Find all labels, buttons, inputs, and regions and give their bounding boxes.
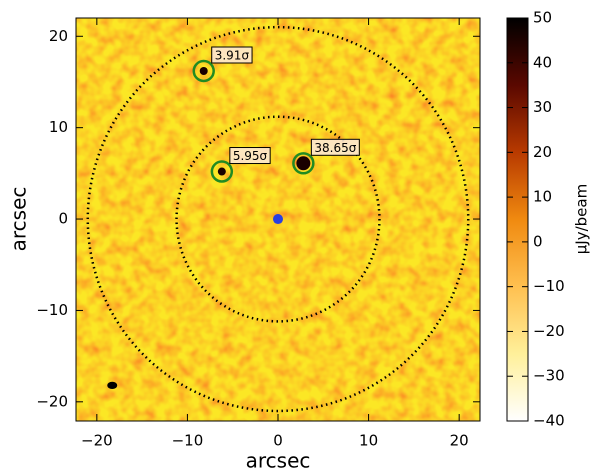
source-peak <box>296 156 311 171</box>
y-axis-label: arcsec <box>7 187 31 252</box>
plot-area: 3.91σ 5.95σ 38.65σ <box>86 25 470 413</box>
x-tick-label: 20 <box>450 432 469 450</box>
y-tick-label: 10 <box>49 118 68 136</box>
colorbar <box>506 17 529 422</box>
annotation-box <box>310 138 360 156</box>
source-marker <box>292 152 315 175</box>
colorbar-tick-label: −10 <box>533 277 565 295</box>
colorbar-tick-label: 20 <box>533 143 552 161</box>
beam <box>107 381 118 390</box>
colorbar-tick-label: −30 <box>533 367 565 385</box>
x-tick-label: 10 <box>359 432 378 450</box>
ring <box>86 25 470 413</box>
colorbar-tick-label: 50 <box>533 9 552 27</box>
y-tick-label: 0 <box>58 210 68 228</box>
source-marker <box>210 160 234 183</box>
x-tick-label: −20 <box>81 432 113 450</box>
colorbar-tick-label: 10 <box>533 188 552 206</box>
source-peak <box>199 67 208 76</box>
colorbar-tick-label: 30 <box>533 98 552 116</box>
source-label: 38.65σ <box>314 141 356 155</box>
source-label: 5.95σ <box>233 149 268 163</box>
ring <box>175 115 381 323</box>
source-peak <box>217 167 226 176</box>
colorbar-tick-label: 40 <box>533 53 552 71</box>
pointing-center <box>273 214 283 225</box>
colorbar-tick-label: −20 <box>533 322 565 340</box>
source-label: 3.91σ <box>215 49 250 63</box>
colorbar-label: µJy/beam <box>573 184 591 254</box>
y-tick-label: 20 <box>49 27 68 45</box>
colorbar-tick-label: −40 <box>533 412 565 430</box>
x-tick-label: −10 <box>172 432 204 450</box>
x-tick-label: 0 <box>273 432 283 450</box>
annotation-box <box>229 147 271 165</box>
y-tick-label: −10 <box>36 301 68 319</box>
y-tick-label: −20 <box>36 392 68 410</box>
source-marker <box>192 59 215 83</box>
x-axis-label: arcsec <box>246 449 311 473</box>
annotation-box <box>211 46 253 64</box>
colorbar-tick-label: 0 <box>533 232 543 250</box>
